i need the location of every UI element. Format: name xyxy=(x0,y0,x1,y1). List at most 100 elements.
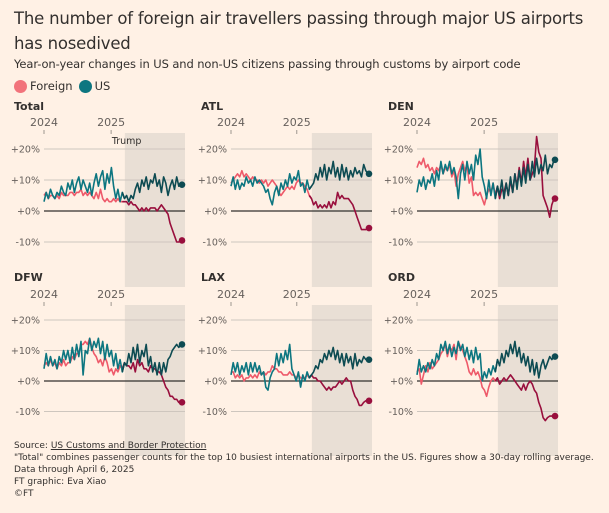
us-end-marker xyxy=(365,356,373,363)
legend-label-foreign: Foreign xyxy=(30,79,73,93)
foreign-line-post xyxy=(494,374,554,422)
x-tick-label: 2025 xyxy=(97,288,125,301)
y-tick-label: +10% xyxy=(11,346,40,357)
us-line-pre xyxy=(230,343,313,391)
source-prefix: Source: xyxy=(14,441,51,451)
us-line-post xyxy=(494,340,555,379)
y-tick-label: -10% xyxy=(388,407,413,418)
us-line-pre xyxy=(43,166,126,203)
x-tick-label: 2024 xyxy=(403,116,431,129)
y-tick-label: +0% xyxy=(17,377,40,388)
y-tick-label: +0% xyxy=(17,207,40,218)
y-tick-label: +0% xyxy=(204,377,227,388)
y-tick-label: +20% xyxy=(11,316,40,327)
source-link[interactable]: US Customs and Border Protection xyxy=(50,441,207,451)
y-tick-label: +10% xyxy=(198,176,227,187)
y-tick-label: +0% xyxy=(390,207,413,218)
foreign-end-marker xyxy=(178,399,186,406)
us-line-post xyxy=(308,160,369,190)
us-line-post xyxy=(494,154,555,200)
us-end-marker xyxy=(551,353,559,360)
y-tick-label: -10% xyxy=(202,407,227,418)
graphic-credit: FT graphic: Eva Xiao xyxy=(14,477,107,487)
x-tick-label: 2025 xyxy=(283,116,311,129)
chart-title: The number of foreign air travellers pas… xyxy=(14,9,584,53)
foreign-line-pre xyxy=(230,169,313,200)
foreign-end-marker xyxy=(365,397,373,405)
panel-lax: LAX 2024 2025 +20% +10% +0% -10% xyxy=(198,271,373,456)
y-tick-label: +10% xyxy=(198,346,227,357)
panel-den: DEN 2024 2025 +20% +10% +0% -10% xyxy=(384,100,559,287)
legend-swatch-us xyxy=(78,79,92,93)
foreign-end-marker xyxy=(365,224,373,232)
y-tick-label: +0% xyxy=(390,377,413,388)
y-tick-label: +20% xyxy=(198,145,227,156)
copyright: ©FT xyxy=(14,489,34,499)
source-line: Source: US Customs and Border Protection xyxy=(14,440,594,452)
x-tick-label: 2025 xyxy=(283,288,311,301)
panel-total: Trump Total 2024 2025 +20% +10% +0% -10% xyxy=(11,100,186,287)
trump-period-shade xyxy=(124,133,185,287)
y-tick-label: -10% xyxy=(202,238,227,249)
us-line-post xyxy=(121,173,182,203)
foreign-line-post xyxy=(122,200,182,243)
panel-title: ORD xyxy=(388,271,415,284)
y-tick-label: -10% xyxy=(388,238,413,249)
us-line-post xyxy=(308,346,368,379)
us-line-pre xyxy=(416,148,499,200)
panel-atl: ATL 2024 2025 +20% +10% +0% -10% xyxy=(198,100,373,287)
y-tick-label: +0% xyxy=(204,207,227,218)
y-tick-label: +20% xyxy=(198,316,227,327)
legend-item-foreign: Foreign xyxy=(14,79,73,93)
foreign-line-pre xyxy=(43,188,125,203)
legend-label-us: US xyxy=(94,79,111,93)
x-tick-label: 2025 xyxy=(470,116,498,129)
y-tick-label: +20% xyxy=(384,145,413,156)
x-tick-label: 2024 xyxy=(217,116,245,129)
us-end-marker xyxy=(551,156,559,164)
data-through: Data through April 6, 2025 xyxy=(14,465,135,475)
y-tick-label: -10% xyxy=(15,407,40,418)
x-tick-label: 2025 xyxy=(470,288,498,301)
panel-title: ATL xyxy=(201,100,223,113)
y-tick-label: +20% xyxy=(11,145,40,156)
y-tick-label: +10% xyxy=(11,176,40,187)
legend-item-us: US xyxy=(78,79,111,93)
panel-ord: ORD 2024 2025 +20% +10% +0% -10% xyxy=(384,271,559,456)
foreign-line-post xyxy=(308,374,368,407)
panel-title: LAX xyxy=(201,271,226,284)
us-end-marker xyxy=(178,341,186,348)
us-line-pre xyxy=(416,340,499,382)
x-tick-label: 2024 xyxy=(30,116,58,129)
foreign-end-marker xyxy=(551,412,559,420)
y-tick-label: +20% xyxy=(384,316,413,327)
chart-subtitle: Year-on-year changes in US and non-US ci… xyxy=(14,57,521,71)
us-line-pre xyxy=(43,337,126,376)
x-tick-label: 2024 xyxy=(217,288,245,301)
legend: Foreign US xyxy=(14,79,112,93)
footer: Source: US Customs and Border Protection… xyxy=(14,440,594,500)
foreign-end-marker xyxy=(551,195,559,202)
us-line-pre xyxy=(230,169,313,206)
us-end-marker xyxy=(365,170,373,178)
foreign-line-post xyxy=(308,191,369,231)
panel-title: DFW xyxy=(14,271,43,284)
trump-period-shade xyxy=(311,133,372,287)
legend-swatch-foreign xyxy=(14,79,27,93)
foreign-end-marker xyxy=(178,237,186,244)
x-tick-label: 2024 xyxy=(30,288,58,301)
us-line-post xyxy=(121,343,182,376)
y-tick-label: +10% xyxy=(384,346,413,357)
panel-title: DEN xyxy=(388,100,414,113)
footnote: "Total" combines passenger counts for th… xyxy=(14,453,594,463)
x-tick-label: 2025 xyxy=(97,116,125,129)
panel-dfw: DFW 2024 2025 +20% +10% +0% -10% xyxy=(11,271,186,456)
panel-title: Total xyxy=(14,100,44,113)
trump-period-shade xyxy=(497,133,558,287)
y-tick-label: -10% xyxy=(15,238,40,249)
x-tick-label: 2024 xyxy=(403,288,431,301)
y-tick-label: +10% xyxy=(384,176,413,187)
trump-period-label: Trump xyxy=(111,136,142,147)
us-end-marker xyxy=(178,181,186,188)
